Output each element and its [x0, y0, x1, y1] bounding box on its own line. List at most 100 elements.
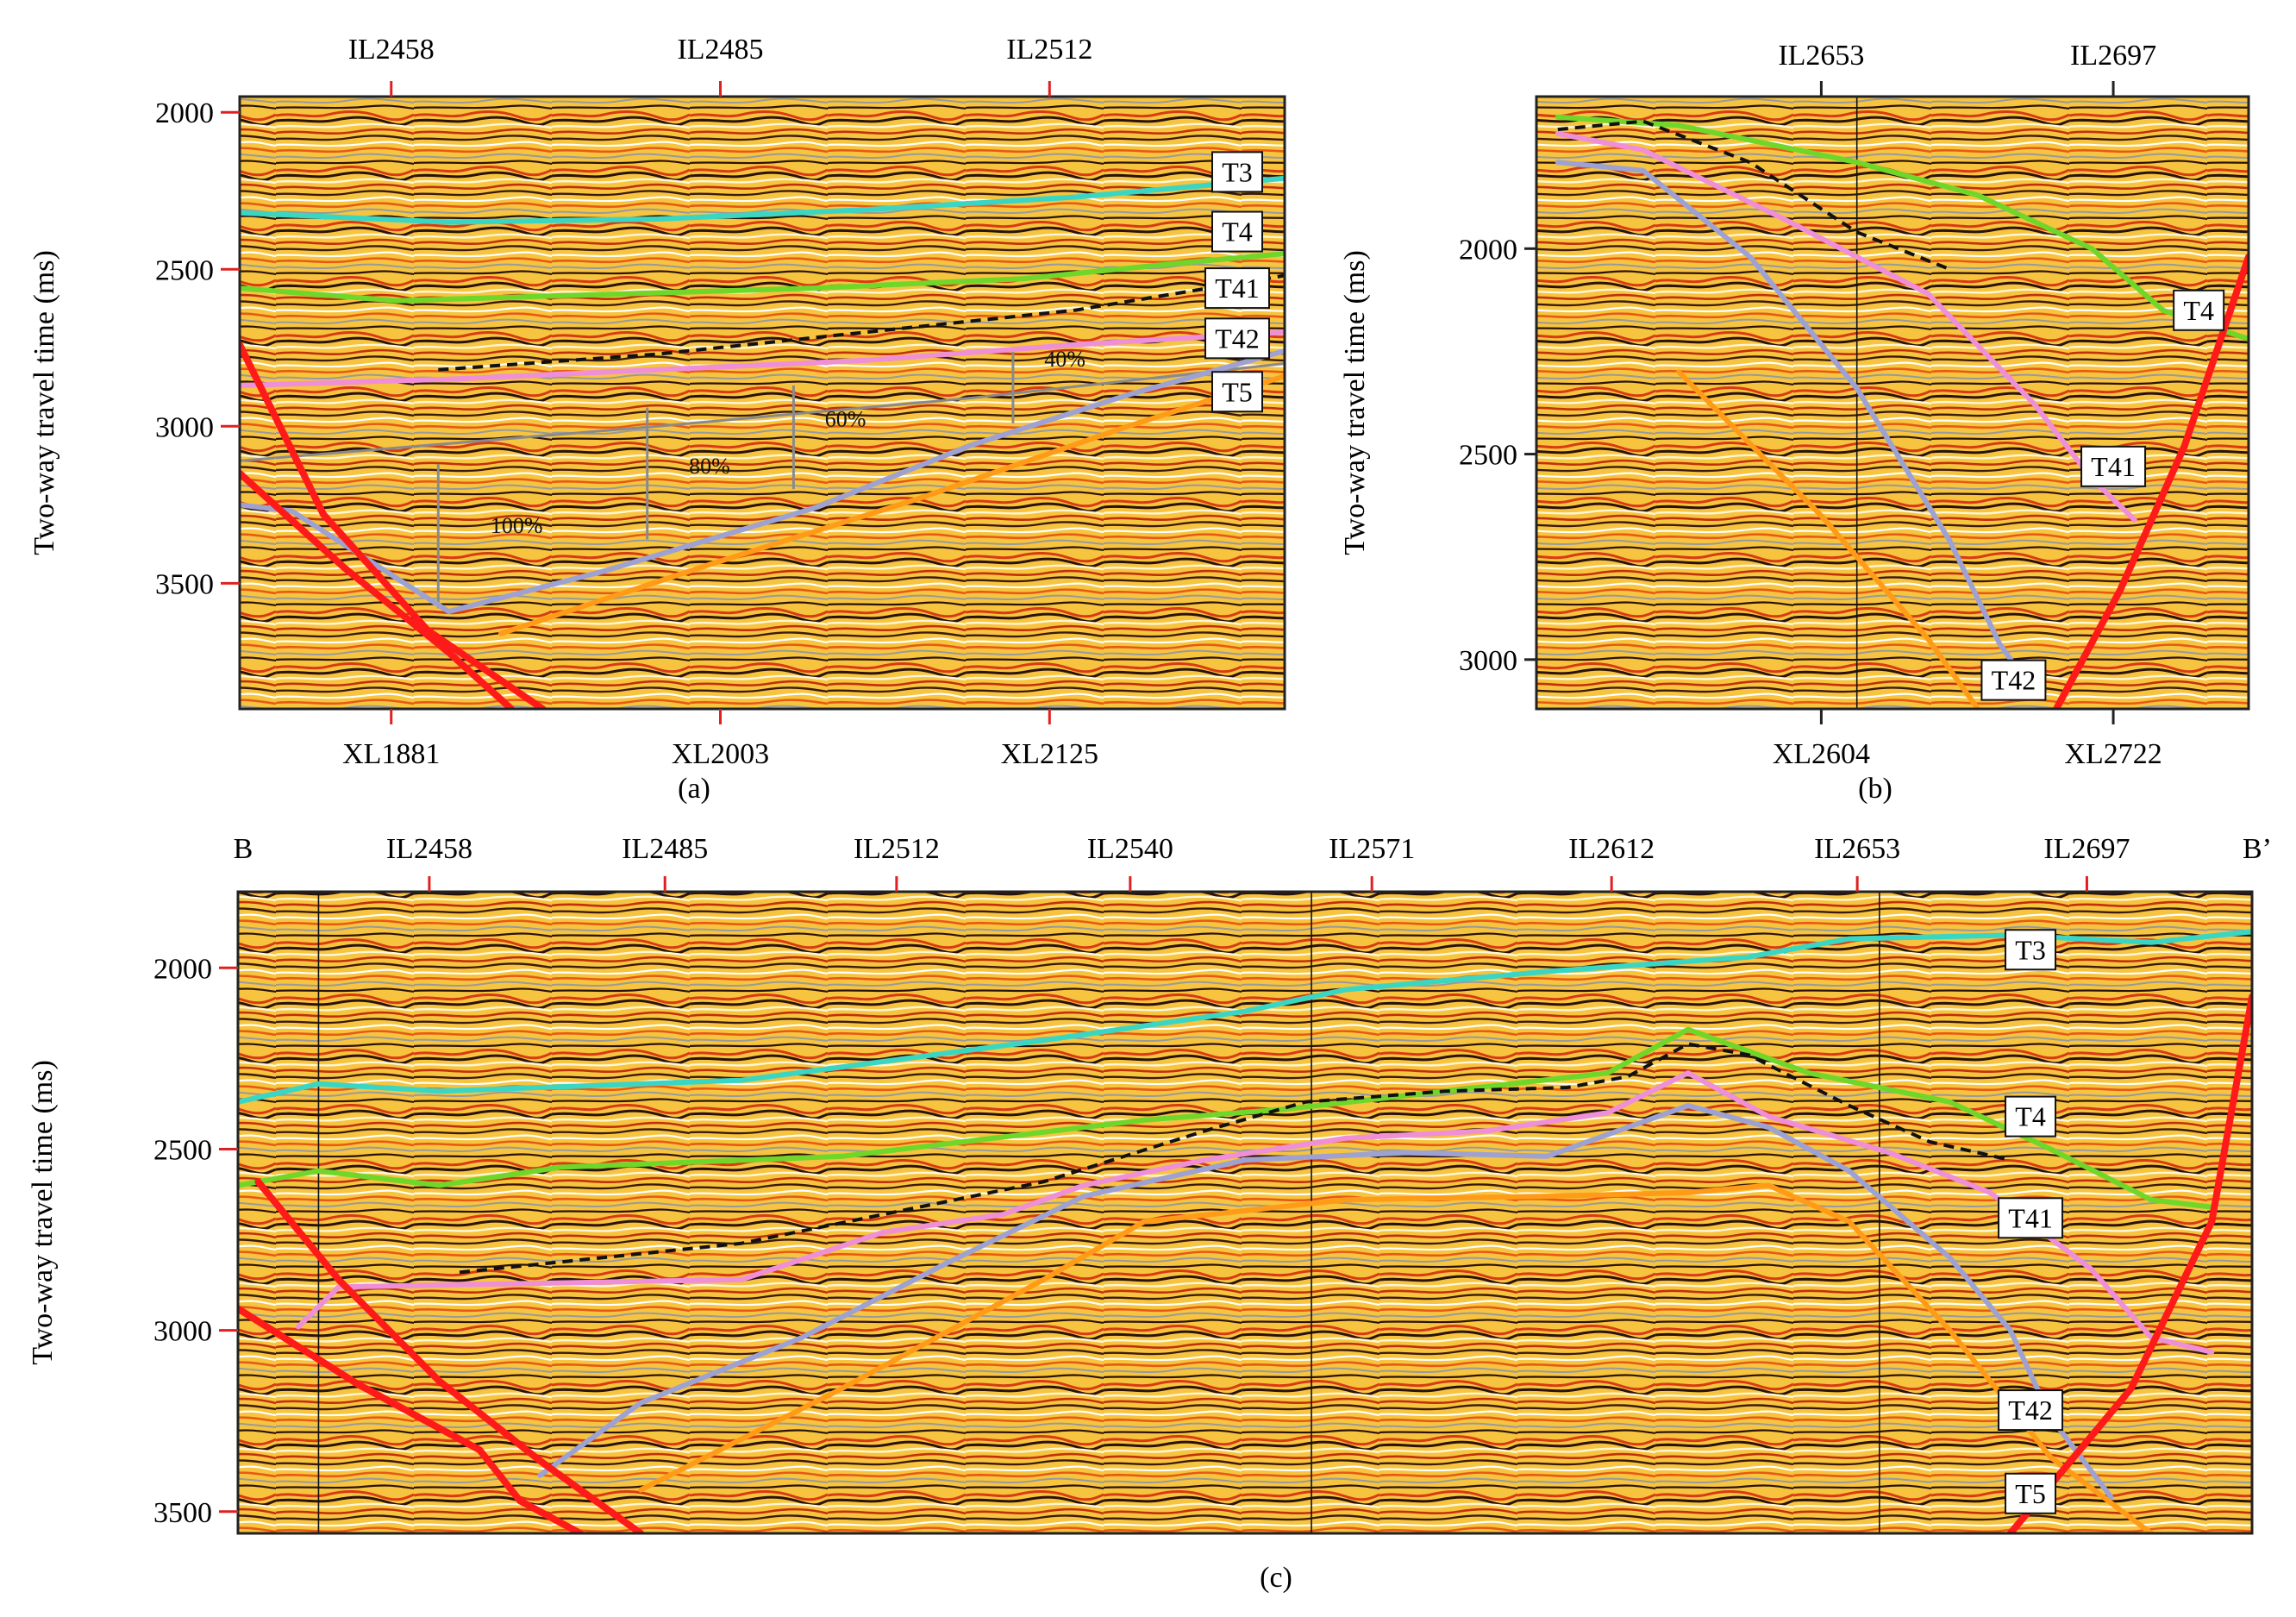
- horizon-tag: T5: [2005, 1472, 2057, 1514]
- horizon-t42: [537, 1103, 2114, 1500]
- inline-label: IL2697: [2043, 833, 2130, 865]
- horizon-tag-box: [2005, 929, 2057, 971]
- y-tick-label: 2000: [153, 953, 212, 985]
- y-tick-label: 3500: [155, 568, 214, 600]
- crossline-label: XL2722: [2064, 738, 2161, 770]
- y-tick-label: 3000: [155, 411, 214, 443]
- section-start-label: B: [234, 833, 253, 865]
- horizon-t4: [240, 251, 1285, 304]
- horizon-tag-box: [2005, 1472, 2057, 1514]
- horizon-fault-1: [240, 341, 547, 709]
- horizon-tag: T3: [2005, 929, 2057, 971]
- y-tick-label: 2500: [153, 1134, 212, 1166]
- inline-label: IL2571: [1329, 833, 1415, 865]
- horizon-t5-lower: [638, 1182, 2155, 1533]
- percent-label: 60%: [825, 406, 866, 431]
- caption-a: (a): [678, 773, 710, 805]
- horizon-tag-text: T42: [1992, 665, 2036, 696]
- horizon-fault: [2053, 253, 2249, 709]
- y-tick-label: 3000: [1459, 645, 1517, 677]
- panel-c: 2000 2500 3000 3500 Two-way travel time (ms)…: [27, 833, 2272, 1535]
- inline-label: IL2540: [1087, 833, 1173, 865]
- crossline-label: XL2003: [672, 738, 769, 770]
- horizon-tag-box: [1211, 210, 1263, 253]
- horizon-t5: [240, 348, 1285, 615]
- horizon-tag: T41: [1204, 267, 1270, 310]
- horizon-tag-box: [1204, 267, 1270, 310]
- section-end-label: B’: [2243, 833, 2272, 865]
- percent-label: 100%: [491, 513, 543, 538]
- crossline-label: XL1881: [342, 738, 440, 770]
- horizon-tag-text: T41: [1215, 273, 1260, 304]
- y-tick-label: 3500: [153, 1497, 212, 1529]
- horizon-tag-text: T42: [2008, 1395, 2053, 1426]
- horizon-t41-dashed: [438, 273, 1285, 372]
- inline-label: IL2512: [854, 833, 940, 865]
- horizon-tag: T42: [1980, 659, 2047, 701]
- inline-label: IL2653: [1814, 833, 1900, 865]
- horizon-tag: T4: [2173, 289, 2225, 331]
- inline-label: IL2653: [1778, 40, 1864, 72]
- horizon-tag-text: T4: [2015, 1101, 2046, 1132]
- y-axis-label: Two-way travel time (ms): [27, 1060, 59, 1365]
- horizon-t4: [1555, 114, 2249, 342]
- horizon-tag-box: [2080, 445, 2147, 487]
- inline-label: IL2612: [1568, 833, 1655, 865]
- inline-label: IL2485: [622, 833, 708, 865]
- y-tick-label: 2000: [155, 97, 214, 129]
- horizon-tag-box: [2173, 289, 2225, 331]
- inline-label: IL2512: [1006, 34, 1092, 66]
- horizon-fault-3: [2006, 993, 2252, 1533]
- measure-line: [240, 362, 1285, 462]
- caption-c: (c): [1260, 1562, 1292, 1594]
- panel-frame: [1535, 95, 2250, 711]
- horizon-tag-box: [1204, 317, 1270, 360]
- horizon-tag-text: T3: [2015, 934, 2046, 965]
- y-axis-label: Two-way travel time (ms): [1339, 250, 1371, 555]
- panel-b: 2000 2500 3000 Two-way travel time (ms) IL26…: [1339, 40, 2250, 770]
- horizon-tag-text: T41: [2091, 451, 2136, 482]
- horizon-tag: T41: [1998, 1197, 2064, 1239]
- seismic-section: [1536, 97, 2249, 709]
- horizon-tag-box: [1211, 371, 1263, 413]
- y-tick-label: 2000: [1459, 234, 1517, 266]
- horizon-dashed: [459, 1042, 2011, 1275]
- horizon-fault-2: [254, 1178, 645, 1533]
- horizon-tag-box: [1211, 151, 1263, 193]
- percent-label: 40%: [1044, 347, 1085, 372]
- horizon-tag-text: T42: [1215, 323, 1260, 354]
- panel-frame: [238, 95, 1286, 711]
- horizon-tag-box: [2005, 1095, 2057, 1138]
- inline-label: IL2458: [348, 34, 435, 66]
- horizon-tag-text: T41: [2008, 1202, 2053, 1233]
- y-tick-label: 2500: [155, 254, 214, 286]
- horizon-tag: T4: [1211, 210, 1263, 253]
- inline-label: IL2485: [677, 34, 763, 66]
- horizon-tag: T4: [2005, 1095, 2057, 1138]
- horizon-tag: T3: [1211, 151, 1263, 193]
- horizon-t5-lower: [1676, 369, 1981, 709]
- percent-label: 80%: [689, 454, 730, 479]
- horizon-t3: [240, 175, 1285, 225]
- y-tick-label: 3000: [153, 1316, 212, 1348]
- horizon-tag: T42: [1204, 317, 1270, 360]
- inline-label: IL2697: [2070, 40, 2156, 72]
- horizon-dashed: [1557, 119, 1950, 271]
- seismic-section: [240, 97, 1285, 709]
- crossline-label: XL2604: [1773, 738, 1870, 770]
- horizon-tag-text: T5: [1222, 376, 1253, 407]
- horizon-tag: T42: [1998, 1389, 2064, 1432]
- y-tick-label: 2500: [1459, 440, 1517, 472]
- caption-b: (b): [1858, 773, 1892, 805]
- y-axis-label: Two-way travel time (ms): [28, 250, 60, 555]
- horizon-tag-text: T3: [1222, 156, 1253, 187]
- horizon-fault-2: [240, 469, 516, 709]
- horizon-tag-box: [1998, 1389, 2064, 1432]
- horizon-fault-1: [238, 1305, 585, 1533]
- horizon-tag-text: T4: [2183, 295, 2214, 326]
- plot-area: 100% 80% 60% 40%: [240, 175, 1285, 709]
- horizon-t42: [240, 329, 1285, 388]
- horizon-tag-text: T5: [2015, 1478, 2046, 1509]
- crossline-label: XL2125: [1001, 738, 1098, 770]
- panel-a: 100% 80% 60% 40% 2000 2500 3000 3500 Two-way tra…: [28, 34, 1286, 770]
